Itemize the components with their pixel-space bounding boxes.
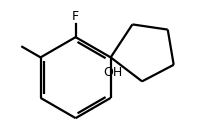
- Text: OH: OH: [103, 66, 122, 80]
- Text: F: F: [72, 10, 79, 23]
